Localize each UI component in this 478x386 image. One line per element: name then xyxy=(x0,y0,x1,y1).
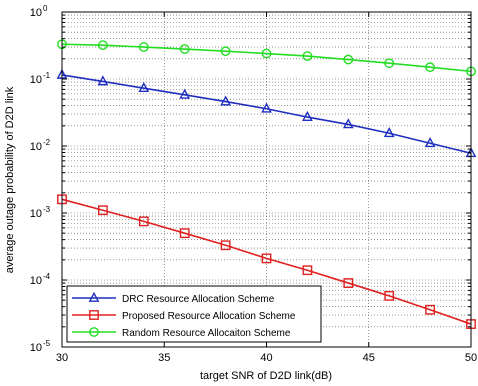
x-axis-title: target SNR of D2D link(dB) xyxy=(200,370,332,382)
data-point-marker xyxy=(425,62,435,73)
data-point-marker xyxy=(384,290,395,301)
data-point-marker xyxy=(97,75,109,86)
data-point-marker xyxy=(138,81,150,93)
series-line xyxy=(61,198,472,325)
y-tick-exponent: -4 xyxy=(43,272,51,281)
data-point-marker xyxy=(425,304,435,315)
data-point-marker xyxy=(220,240,231,251)
y-tick-label: 10 xyxy=(30,74,42,86)
data-point-marker xyxy=(343,54,354,65)
data-point-marker xyxy=(138,216,149,227)
legend-entries: DRC Resource Allocation Scheme Proposed R… xyxy=(72,291,296,339)
y-tick-exponent: -2 xyxy=(43,138,51,147)
y-tick-exponent: -5 xyxy=(43,339,51,348)
data-point-marker xyxy=(138,42,149,52)
legend-marker xyxy=(89,327,99,337)
y-tick-exponent: 0 xyxy=(43,4,48,13)
legend-label: DRC Resource Allocation Scheme xyxy=(122,294,275,305)
data-point-marker xyxy=(220,46,231,57)
data-point-marker xyxy=(179,88,191,99)
y-tick-exponent: -1 xyxy=(43,71,51,80)
series-square-group xyxy=(57,194,476,329)
y-tick-label: 10 xyxy=(30,275,42,287)
data-point-marker xyxy=(179,44,190,54)
tick-layer xyxy=(61,12,472,348)
data-point-marker xyxy=(343,278,354,288)
y-tick-exponent: -3 xyxy=(43,205,51,214)
x-tick-label: 40 xyxy=(260,352,272,364)
x-tick-label: 50 xyxy=(465,352,477,364)
y-tick-label: 10 xyxy=(30,141,42,153)
data-point-marker xyxy=(302,265,313,276)
y-tick-label: 10 xyxy=(30,342,42,354)
data-point-marker xyxy=(97,205,108,216)
legend-label: Proposed Resource Allocation Scheme xyxy=(122,311,296,322)
data-point-marker xyxy=(261,253,272,264)
x-tick-label: 30 xyxy=(56,352,68,364)
y-axis-title: average outage probability of D2D link xyxy=(4,86,16,273)
data-point-marker xyxy=(384,58,395,69)
data-point-marker xyxy=(98,40,108,51)
data-point-marker xyxy=(424,137,436,148)
series-layer xyxy=(56,39,477,329)
legend-label: Random Resource Allocaiton Scheme xyxy=(122,328,291,339)
series-line xyxy=(61,74,472,155)
data-point-marker xyxy=(302,51,313,61)
data-point-marker xyxy=(261,48,272,59)
data-point-marker xyxy=(342,118,354,129)
data-point-marker xyxy=(383,127,395,138)
data-point-marker xyxy=(261,102,272,113)
legend: DRC Resource Allocation Scheme Proposed R… xyxy=(66,285,322,343)
data-point-marker xyxy=(220,95,231,106)
data-point-marker xyxy=(302,110,313,121)
x-tick-label: 45 xyxy=(363,352,375,364)
y-tick-label: 10 xyxy=(30,208,42,220)
series-circle-group xyxy=(57,39,476,77)
x-tick-label: 35 xyxy=(158,352,170,364)
data-point-marker xyxy=(179,228,190,239)
legend-marker xyxy=(89,310,99,320)
y-tick-label: 10 xyxy=(30,7,42,19)
legend-marker xyxy=(88,291,100,302)
series-line xyxy=(61,43,472,73)
